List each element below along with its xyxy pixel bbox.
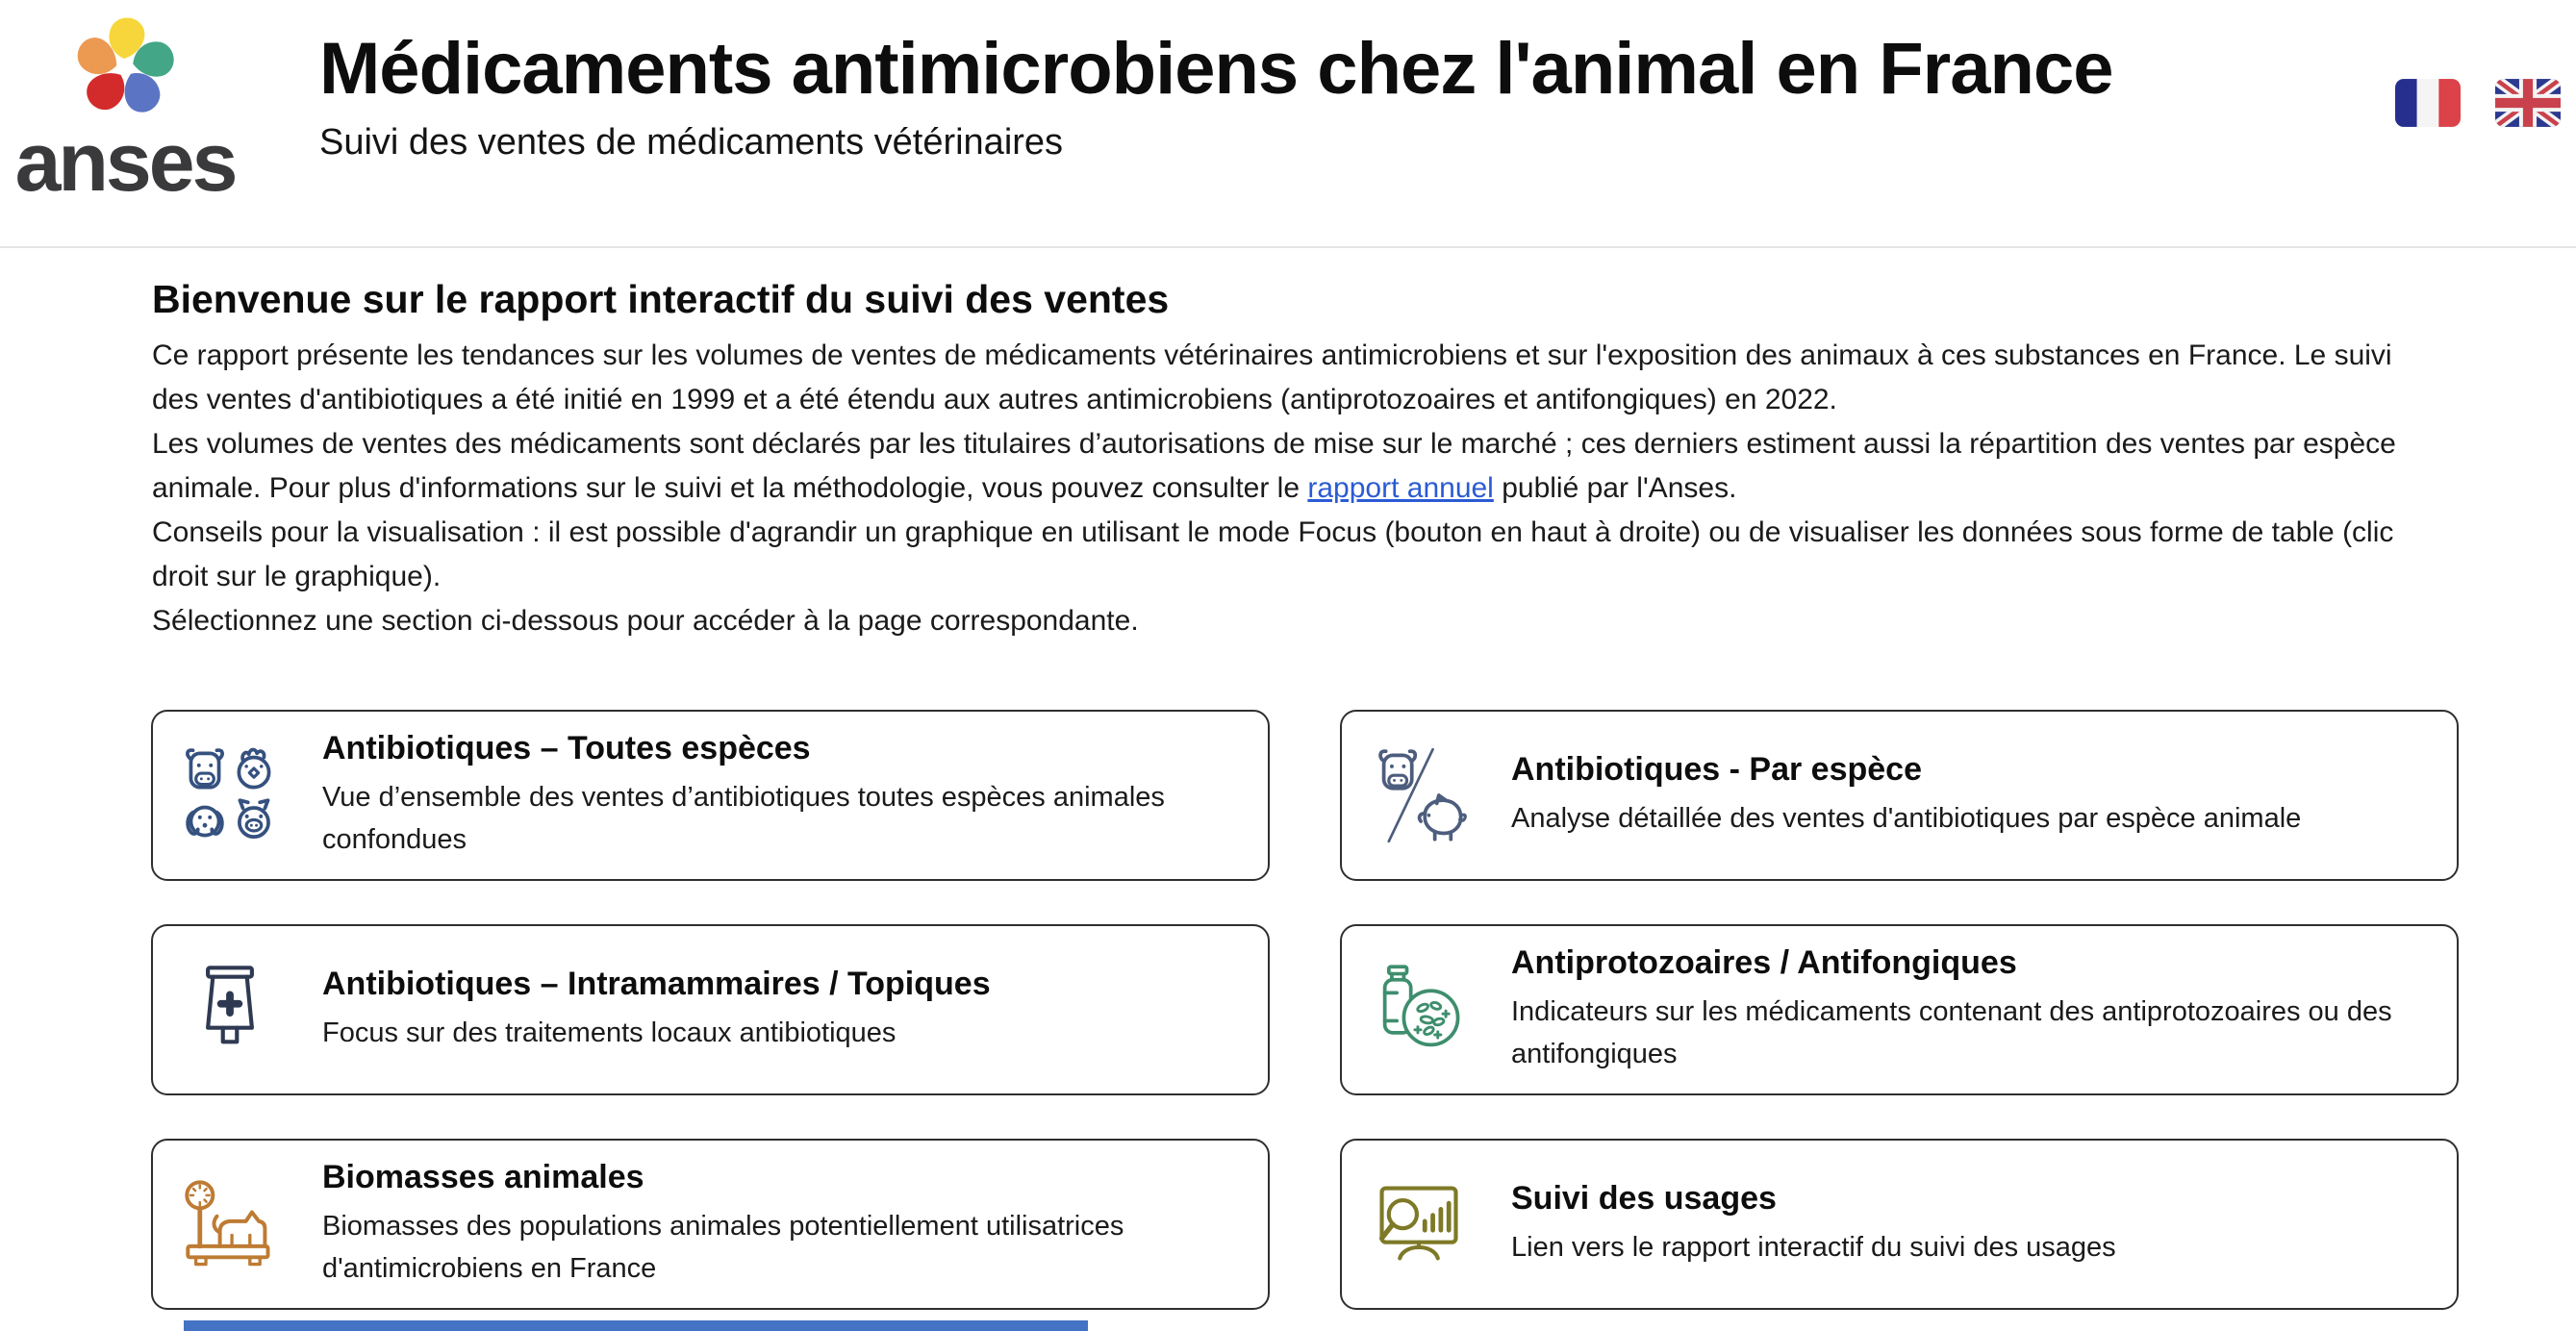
anses-logo-icon [77,17,174,113]
language-switcher [2395,79,2561,127]
card-biomasses-animales[interactable]: Biomasses animales Biomasses des populat… [151,1139,1270,1310]
usage-dashboard-icon [1369,1174,1469,1274]
card-description: Vue d’ensemble des ventes d’antibiotique… [322,782,1165,855]
cow-pig-slash-icon [1369,745,1469,845]
card-antibiotiques-intramammaires-topiques[interactable]: Antibiotiques – Intramammaires / Topique… [151,924,1270,1095]
card-antibiotiques-toutes-especes[interactable]: Antibiotiques – Toutes espèces Vue d’ens… [151,710,1270,881]
uk-flag-icon[interactable] [2495,79,2561,127]
annual-report-link[interactable]: rapport annuel [1307,472,1494,504]
card-description: Analyse détaillée des ventes d'antibioti… [1511,803,2302,834]
card-title: Antibiotiques - Par espèce [1511,751,1922,788]
microbes-bottle-icon [1369,960,1469,1060]
intro-paragraph-4: Sélectionnez une section ci-dessous pour… [152,605,1139,637]
anses-logo: anses [13,8,239,209]
intro-paragraph-1: Ce rapport présente les tendances sur le… [152,339,2392,415]
page-subtitle: Suivi des ventes de médicaments vétérina… [319,122,1064,163]
ointment-tube-icon [180,960,280,1060]
section-cards: Antibiotiques – Toutes espèces Vue d’ens… [151,710,2459,1310]
card-title: Antibiotiques – Toutes espèces [322,730,811,766]
intro-heading: Bienvenue sur le rapport interactif du s… [152,277,1170,321]
card-antibiotiques-par-espece[interactable]: Antibiotiques - Par espèce Analyse détai… [1340,710,2459,881]
card-title: Antiprotozoaires / Antifongiques [1511,944,2017,981]
partially-visible-bottom-bar [184,1320,1088,1331]
card-title: Antibiotiques – Intramammaires / Topique… [322,966,991,1002]
page-header: anses Médicaments antimicrobiens chez l'… [0,0,2576,248]
card-description: Biomasses des populations animales poten… [322,1211,1124,1284]
animal-heads-icon [180,745,280,845]
card-antiprotozoaires-antifongiques[interactable]: Antiprotozoaires / Antifongiques Indicat… [1340,924,2459,1095]
card-description: Focus sur des traitements locaux antibio… [322,1017,897,1048]
card-title: Suivi des usages [1511,1180,1777,1217]
card-suivi-des-usages[interactable]: Suivi des usages Lien vers le rapport in… [1340,1139,2459,1310]
card-title: Biomasses animales [322,1159,644,1195]
animal-scale-icon [180,1174,280,1274]
card-description: Lien vers le rapport interactif du suivi… [1511,1232,2116,1263]
french-flag-icon[interactable] [2395,79,2461,127]
anses-wordmark: anses [14,116,239,209]
card-description: Indicateurs sur les médicaments contenan… [1511,996,2392,1069]
intro-section: Bienvenue sur le rapport interactif du s… [152,277,2430,643]
intro-paragraph-2: Les volumes de ventes des médicaments so… [152,428,2396,504]
intro-paragraph-3: Conseils pour la visualisation : il est … [152,516,2394,592]
page-title: Médicaments antimicrobiens chez l'animal… [319,28,2113,110]
